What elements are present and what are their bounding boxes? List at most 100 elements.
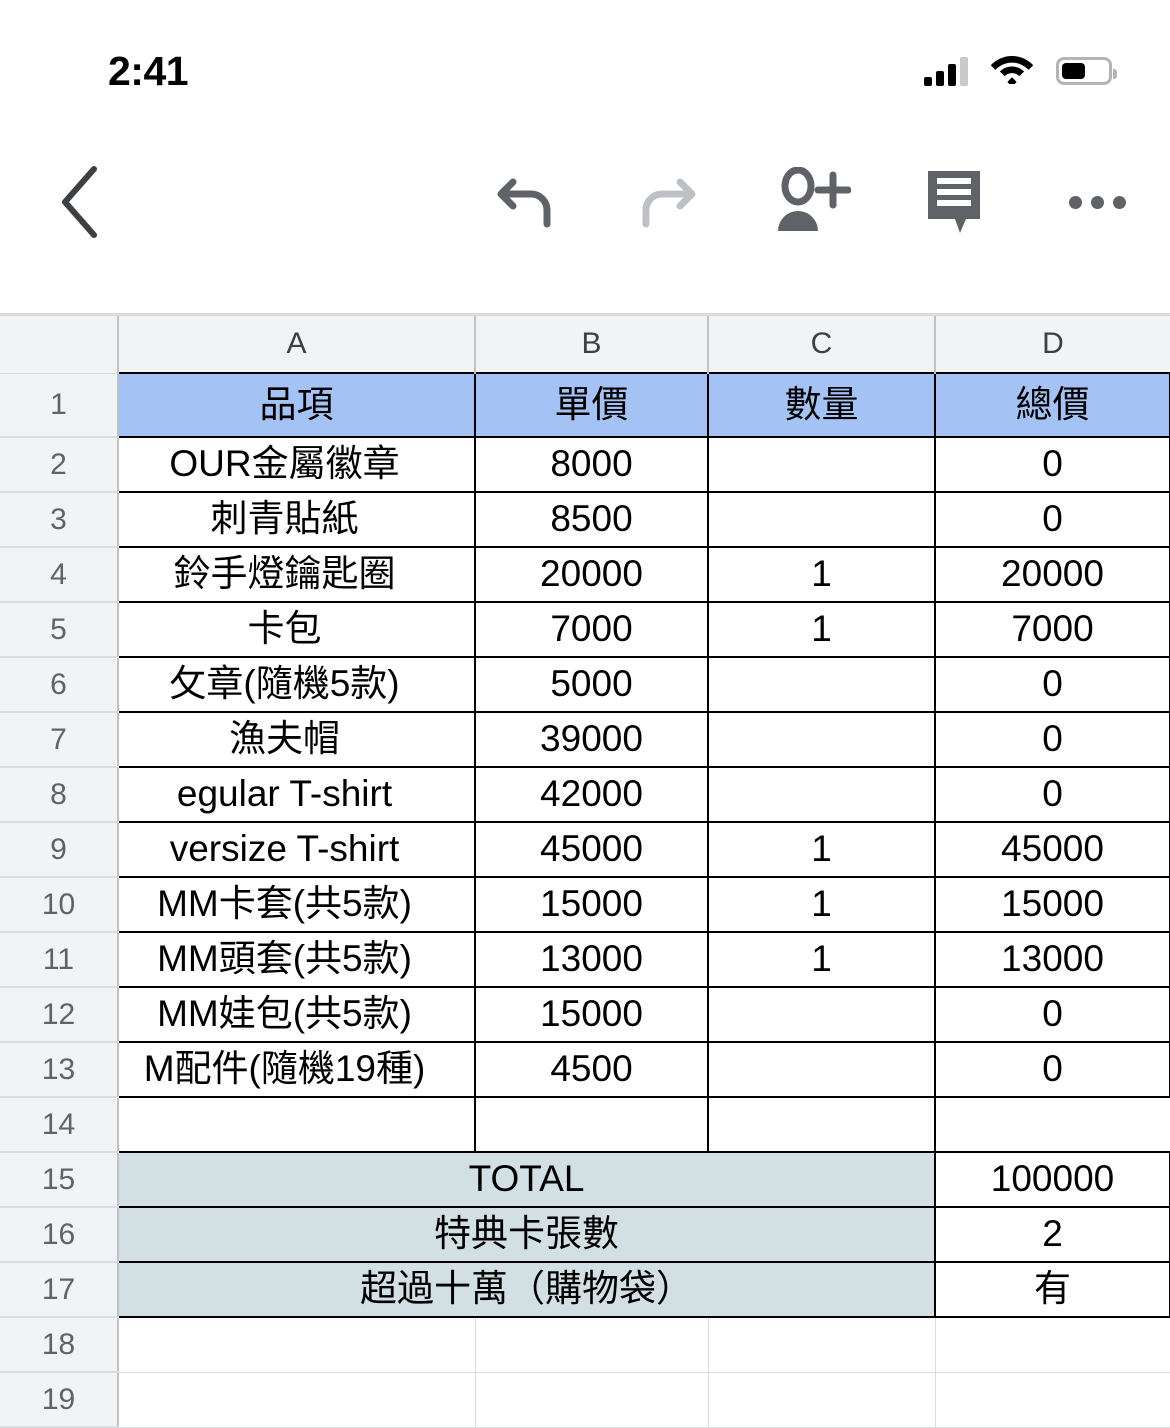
corner-cell[interactable] xyxy=(0,316,119,374)
row-number[interactable]: 5 xyxy=(0,602,119,658)
share-button[interactable] xyxy=(768,159,854,245)
row-number[interactable]: 11 xyxy=(0,932,119,988)
cell-unit-price[interactable]: 8500 xyxy=(474,491,709,548)
cell-item[interactable]: egular T-shirt xyxy=(117,766,476,823)
cell-empty[interactable] xyxy=(117,1316,476,1373)
cell-item[interactable]: M配件(隨機19種) xyxy=(117,1041,476,1098)
cell-empty[interactable] xyxy=(934,1316,1170,1373)
cell-item[interactable]: versize T-shirt xyxy=(117,821,476,878)
cell-empty[interactable] xyxy=(707,1371,936,1428)
cell-item[interactable]: 刺青貼紙 xyxy=(117,491,476,548)
header-cell-total-price[interactable]: 總價 xyxy=(934,372,1170,438)
summary-label-shopping-bag[interactable]: 超過十萬（購物袋） xyxy=(117,1261,936,1318)
summary-value-bonus-cards[interactable]: 2 xyxy=(934,1206,1170,1263)
cell-unit-price[interactable]: 15000 xyxy=(474,986,709,1043)
summary-value-total[interactable]: 100000 xyxy=(934,1151,1170,1208)
row-number[interactable]: 16 xyxy=(0,1207,119,1263)
cell-item[interactable]: 卡包 xyxy=(117,601,476,658)
row-number[interactable]: 6 xyxy=(0,657,119,713)
cell-unit-price[interactable] xyxy=(474,1096,709,1153)
cell-empty[interactable] xyxy=(474,1371,709,1428)
cell-unit-price[interactable]: 4500 xyxy=(474,1041,709,1098)
column-header-b[interactable]: B xyxy=(475,316,709,374)
cell-item[interactable]: 漁夫帽 xyxy=(117,711,476,768)
app-toolbar xyxy=(0,118,1170,313)
cell-unit-price[interactable]: 8000 xyxy=(474,436,709,493)
cell-total[interactable]: 15000 xyxy=(934,876,1170,933)
row-number[interactable]: 1 xyxy=(0,373,119,438)
cell-quantity[interactable] xyxy=(707,1096,936,1153)
cell-item[interactable]: 鈴手燈鑰匙圈 xyxy=(117,546,476,603)
cell-quantity[interactable] xyxy=(707,491,936,548)
cell-item[interactable]: 攵章(隨機5款) xyxy=(117,656,476,713)
row-number[interactable]: 12 xyxy=(0,987,119,1043)
cell-unit-price[interactable]: 15000 xyxy=(474,876,709,933)
cell-item[interactable]: MM娃包(共5款) xyxy=(117,986,476,1043)
cell-quantity[interactable] xyxy=(707,766,936,823)
cell-unit-price[interactable]: 5000 xyxy=(474,656,709,713)
row-number[interactable]: 2 xyxy=(0,437,119,493)
cell-quantity[interactable]: 1 xyxy=(707,876,936,933)
cell-quantity[interactable]: 1 xyxy=(707,931,936,988)
row-number[interactable]: 17 xyxy=(0,1262,119,1318)
row-number[interactable]: 14 xyxy=(0,1097,119,1153)
cell-quantity[interactable] xyxy=(707,436,936,493)
column-header-a[interactable]: A xyxy=(118,316,476,374)
cell-total[interactable]: 0 xyxy=(934,766,1170,823)
cell-item[interactable]: OUR金屬徽章 xyxy=(117,436,476,493)
redo-button[interactable] xyxy=(627,162,707,242)
cell-quantity[interactable] xyxy=(707,986,936,1043)
cell-total[interactable]: 0 xyxy=(934,711,1170,768)
row-number[interactable]: 18 xyxy=(0,1317,119,1373)
cell-quantity[interactable]: 1 xyxy=(707,821,936,878)
cell-quantity[interactable]: 1 xyxy=(707,601,936,658)
row-number[interactable]: 7 xyxy=(0,712,119,768)
cell-quantity[interactable] xyxy=(707,711,936,768)
row-number[interactable]: 8 xyxy=(0,767,119,823)
row-number[interactable]: 4 xyxy=(0,547,119,603)
cell-total[interactable]: 0 xyxy=(934,656,1170,713)
cell-item[interactable] xyxy=(117,1096,476,1153)
comment-button[interactable] xyxy=(912,160,996,244)
header-cell-unit-price[interactable]: 單價 xyxy=(474,372,709,438)
cell-unit-price[interactable]: 20000 xyxy=(474,546,709,603)
cell-total[interactable] xyxy=(934,1096,1170,1153)
cell-item[interactable]: MM卡套(共5款) xyxy=(117,876,476,933)
cell-total[interactable]: 0 xyxy=(934,491,1170,548)
cell-total[interactable]: 0 xyxy=(934,1041,1170,1098)
undo-button[interactable] xyxy=(486,162,566,242)
header-cell-quantity[interactable]: 數量 xyxy=(707,372,936,438)
summary-value-shopping-bag[interactable]: 有 xyxy=(934,1261,1170,1318)
cell-unit-price[interactable]: 13000 xyxy=(474,931,709,988)
back-button[interactable] xyxy=(44,162,114,242)
cell-empty[interactable] xyxy=(707,1316,936,1373)
cell-total[interactable]: 45000 xyxy=(934,821,1170,878)
cell-quantity[interactable] xyxy=(707,656,936,713)
cell-empty[interactable] xyxy=(934,1371,1170,1428)
summary-label-bonus-cards[interactable]: 特典卡張數 xyxy=(117,1206,936,1263)
cell-quantity[interactable]: 1 xyxy=(707,546,936,603)
more-options-button[interactable] xyxy=(1058,163,1136,241)
cell-total[interactable]: 0 xyxy=(934,986,1170,1043)
cell-total[interactable]: 7000 xyxy=(934,601,1170,658)
cell-unit-price[interactable]: 42000 xyxy=(474,766,709,823)
column-header-d[interactable]: D xyxy=(935,316,1170,374)
row-number[interactable]: 3 xyxy=(0,492,119,548)
row-number[interactable]: 15 xyxy=(0,1152,119,1208)
header-cell-item[interactable]: 品項 xyxy=(117,372,476,438)
cell-total[interactable]: 0 xyxy=(934,436,1170,493)
summary-label-total[interactable]: TOTAL xyxy=(117,1151,936,1208)
cell-total[interactable]: 13000 xyxy=(934,931,1170,988)
row-number[interactable]: 19 xyxy=(0,1372,119,1428)
row-number[interactable]: 10 xyxy=(0,877,119,933)
cell-total[interactable]: 20000 xyxy=(934,546,1170,603)
cell-unit-price[interactable]: 45000 xyxy=(474,821,709,878)
cell-unit-price[interactable]: 39000 xyxy=(474,711,709,768)
row-number[interactable]: 9 xyxy=(0,822,119,878)
cell-item[interactable]: MM頭套(共5款) xyxy=(117,931,476,988)
cell-unit-price[interactable]: 7000 xyxy=(474,601,709,658)
cell-quantity[interactable] xyxy=(707,1041,936,1098)
row-number[interactable]: 13 xyxy=(0,1042,119,1098)
column-header-c[interactable]: C xyxy=(708,316,936,374)
cell-empty[interactable] xyxy=(474,1316,709,1373)
